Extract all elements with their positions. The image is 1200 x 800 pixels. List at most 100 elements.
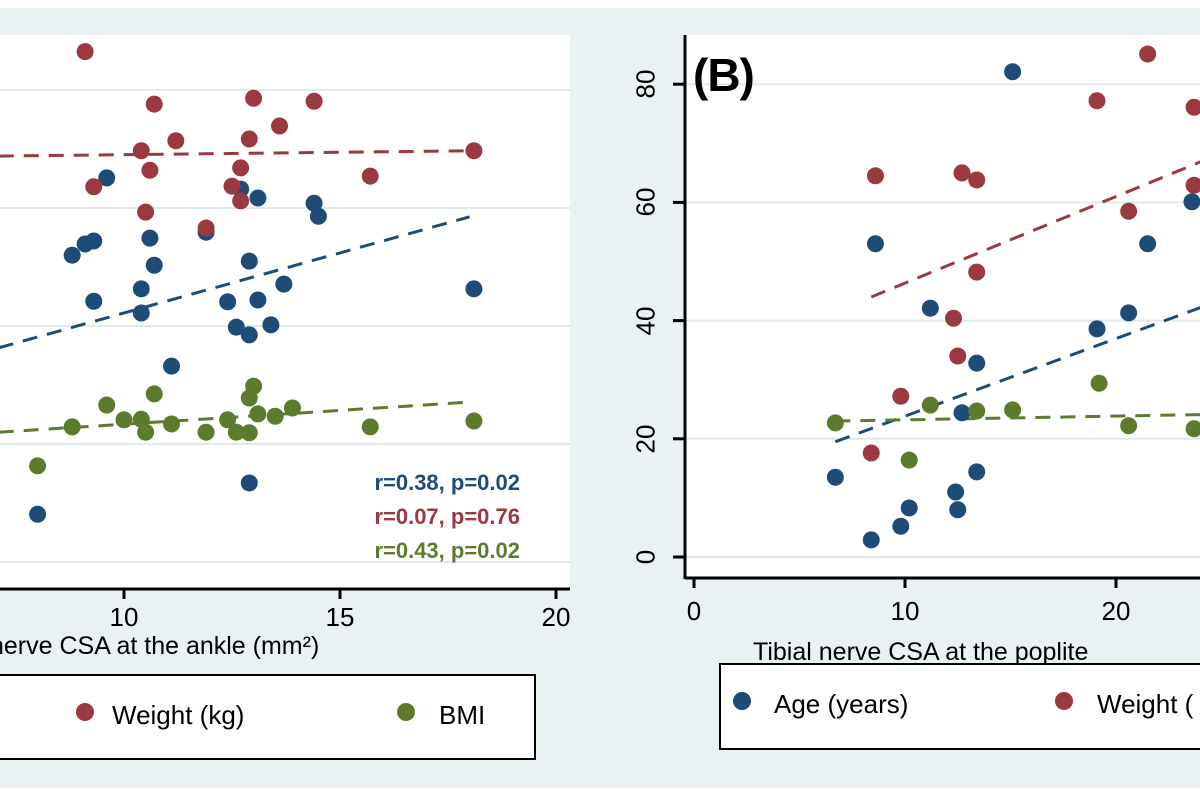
data-point (232, 192, 250, 210)
data-point (1183, 193, 1200, 211)
x-tick-label: 15 (325, 602, 355, 632)
data-point (219, 293, 237, 311)
data-point (968, 463, 986, 481)
data-point (1120, 304, 1138, 322)
y-tick-label: 40 (630, 306, 661, 336)
data-point (1090, 374, 1108, 392)
bmi-legend-label: BMI (439, 700, 486, 730)
data-point (305, 194, 323, 212)
data-point (862, 444, 880, 462)
data-point (465, 142, 483, 160)
annotation-bmi: r=0.43, p=0.02 (374, 538, 520, 563)
data-point (167, 132, 185, 150)
data-point (76, 235, 94, 253)
data-point (866, 235, 884, 253)
data-point (1004, 401, 1022, 419)
data-point (132, 410, 150, 428)
data-point (197, 219, 215, 237)
data-point (145, 95, 163, 113)
data-point (968, 171, 986, 189)
trend-line (835, 413, 1200, 423)
data-point (1120, 417, 1138, 435)
data-point (219, 411, 237, 429)
data-point (163, 415, 181, 433)
data-point (305, 92, 323, 110)
x-tick-label: 0 (686, 596, 702, 626)
annotation-weight: r=0.07, p=0.76 (374, 504, 520, 529)
x-tick-label: 10 (890, 596, 920, 626)
plot-area (685, 35, 1200, 578)
data-point (249, 291, 267, 309)
data-point (145, 256, 163, 274)
data-point (1139, 45, 1157, 63)
data-point (76, 43, 94, 61)
trend-line (870, 160, 1200, 299)
y-tick-label: 20 (630, 424, 661, 454)
data-point (141, 161, 159, 179)
annotation-age: r=0.38, p=0.02 (374, 470, 520, 495)
data-point (227, 318, 245, 336)
data-point (132, 280, 150, 298)
data-point (63, 246, 81, 264)
data-point (223, 177, 241, 195)
data-point (309, 207, 327, 225)
data-point (275, 275, 293, 293)
data-point (900, 451, 918, 469)
data-point (197, 423, 215, 441)
panel-b-xaxis-label: Tibial nerve CSA at the poplite (753, 638, 1089, 666)
trend-line (834, 306, 1200, 444)
data-point (1120, 202, 1138, 220)
data-point (949, 347, 967, 365)
data-point (361, 418, 379, 436)
data-point (132, 142, 150, 160)
weight-legend-dot-b (1055, 692, 1073, 710)
data-point (826, 468, 844, 486)
data-point (1185, 176, 1200, 194)
data-point (1004, 63, 1022, 81)
data-point (826, 414, 844, 432)
data-point (1088, 92, 1106, 110)
data-point (266, 407, 284, 425)
data-point (465, 412, 483, 430)
data-point (1088, 320, 1106, 338)
data-point (227, 423, 245, 441)
y-tick-label: 0 (630, 549, 661, 565)
data-point (240, 424, 258, 442)
data-point (271, 117, 289, 135)
data-point (361, 167, 379, 185)
panel-b-tag: (B) (693, 49, 755, 101)
data-point (953, 404, 971, 422)
data-point (249, 189, 267, 207)
data-point (949, 501, 967, 519)
data-point (29, 505, 47, 523)
data-point (98, 169, 116, 187)
x-tick-label: 20 (1101, 596, 1131, 626)
data-point (892, 387, 910, 405)
data-point (947, 483, 965, 501)
data-point (968, 402, 986, 420)
weight-legend-dot (76, 703, 94, 721)
data-point (945, 309, 963, 327)
data-point (892, 517, 910, 535)
data-point (249, 405, 267, 423)
data-point (283, 399, 301, 417)
data-point (921, 299, 939, 317)
data-point (232, 159, 250, 177)
data-point (240, 326, 258, 344)
y-tick-label: 60 (630, 187, 661, 217)
bmi-legend-dot (397, 703, 415, 721)
panel-a-xaxis-label: nerve CSA at the ankle (mm²) (0, 632, 320, 660)
trend-line (0, 149, 474, 158)
age-legend-dot (733, 692, 751, 710)
data-point (115, 411, 133, 429)
data-point (98, 396, 116, 414)
data-point (145, 385, 163, 403)
data-point (1139, 235, 1157, 253)
data-point (63, 418, 81, 436)
data-point (85, 292, 103, 310)
data-point (240, 252, 258, 270)
data-point (240, 389, 258, 407)
data-point (866, 167, 884, 185)
